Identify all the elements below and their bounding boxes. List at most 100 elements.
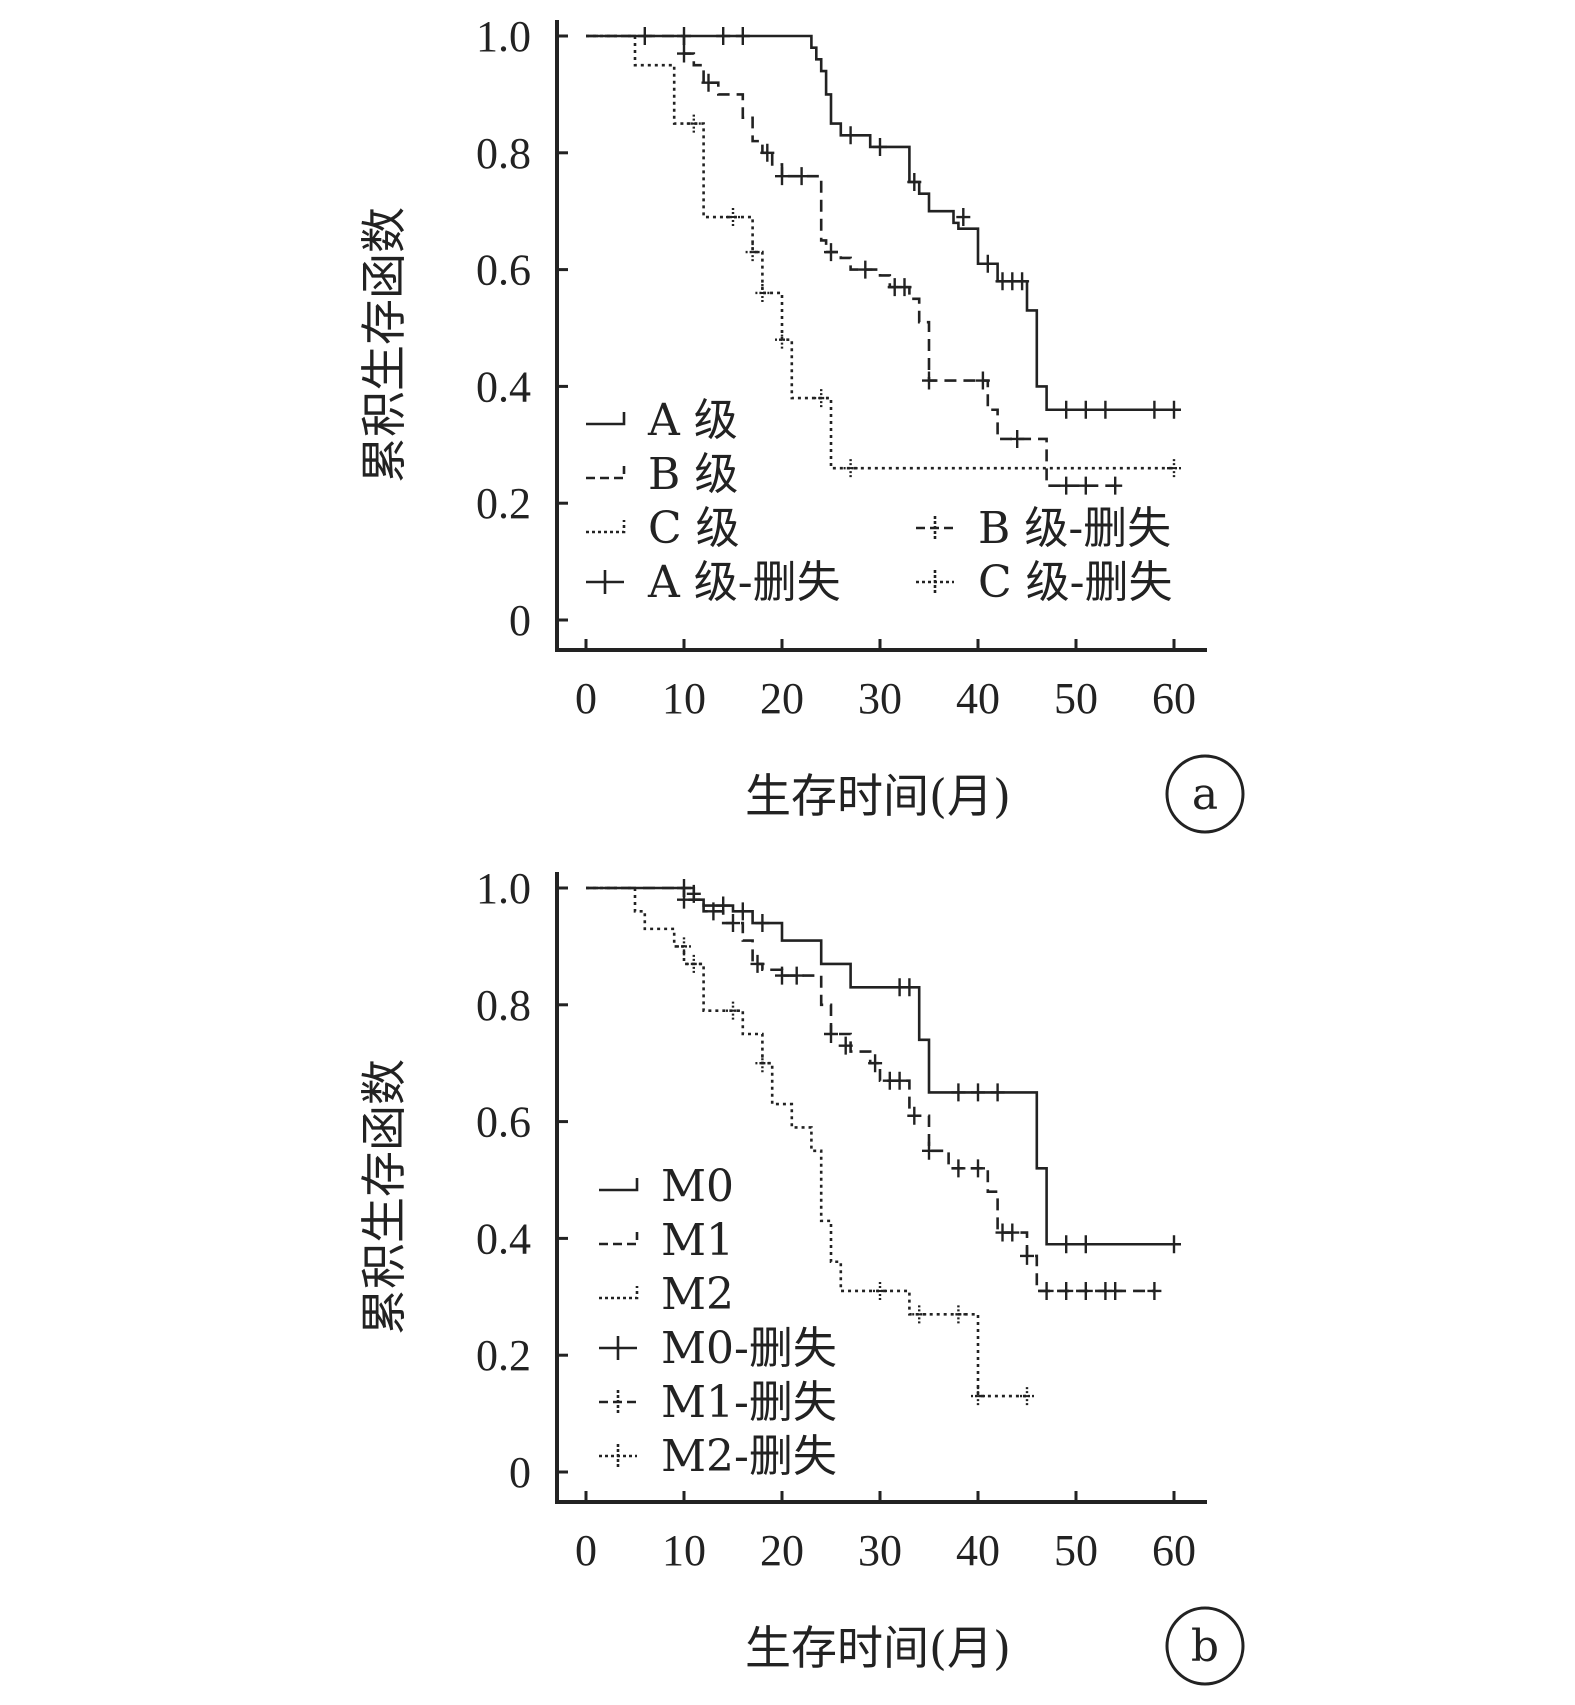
censor-mark-2	[971, 1159, 985, 1178]
censor-mark-2	[706, 902, 721, 921]
legend-symbol	[586, 570, 624, 594]
series-line-2	[586, 34, 1116, 487]
censor-mark-2	[1039, 1281, 1054, 1300]
censor-mark-2	[922, 1141, 936, 1160]
censor-mark-1	[1167, 1235, 1181, 1254]
censor-mark-3	[912, 1305, 927, 1324]
censor-mark-2	[1108, 1281, 1123, 1300]
y-axis-title: 累积生存函数	[357, 1059, 411, 1335]
censor-mark-3	[726, 208, 740, 227]
x-tick-label: 50	[1054, 674, 1098, 723]
survival-chart-b: 0 0.2 0.4 0.6 0.8 1.0 0 10 20 30 40 50 60 M0 M1 M2 M0-删失…	[0, 852, 1575, 1704]
censor-mark-1	[1098, 400, 1113, 419]
legend-label: M2	[661, 1269, 734, 1320]
censor-mark-2	[868, 1054, 883, 1073]
y-tick-label: 0.6	[476, 246, 531, 295]
censor-mark-1	[1167, 400, 1181, 419]
censor-mark-1	[755, 914, 770, 933]
censor-mark-3	[726, 1001, 740, 1020]
censor-mark-2	[824, 243, 838, 262]
x-tick-label: 40	[956, 674, 1000, 723]
y-tick-label: 0.2	[476, 479, 531, 528]
x-axis-title: 生存时间(月)	[745, 769, 1011, 823]
y-tick-label: 0.4	[476, 362, 531, 411]
y-tick-label: 0.2	[476, 1331, 531, 1380]
legend-symbol	[586, 466, 626, 480]
censor-mark-2	[1020, 1246, 1034, 1265]
panel-label-badge: a	[1165, 754, 1245, 834]
censor-mark-3	[686, 114, 701, 133]
y-tick-label: 0	[509, 1448, 531, 1497]
censor-mark-2	[701, 73, 716, 92]
censor-mark-1	[1078, 1235, 1093, 1254]
x-tick-label: 30	[858, 674, 902, 723]
censor-mark-3	[745, 243, 760, 262]
censor-mark-2	[775, 966, 789, 985]
y-tick-label: 0.8	[476, 981, 531, 1030]
censor-mark-2	[677, 890, 691, 909]
censor-mark-2	[838, 1036, 853, 1055]
censor-mark-2	[1147, 1281, 1162, 1300]
legend-label: A 级	[647, 395, 738, 446]
censor-mark-2	[1078, 1281, 1093, 1300]
legend-label: C 级-删失	[978, 557, 1173, 608]
censor-mark-3	[1020, 1387, 1034, 1406]
legend-symbol	[599, 1444, 637, 1468]
y-tick-label: 1.0	[476, 864, 531, 913]
censor-mark-3	[843, 459, 858, 478]
censor-mark-2	[677, 44, 691, 63]
censor-mark-1	[735, 27, 750, 45]
censor-mark-2	[1078, 476, 1093, 495]
x-tick-label: 40	[956, 1526, 1000, 1575]
censor-mark-1	[1147, 400, 1162, 419]
legend-symbol	[599, 1336, 637, 1360]
x-tick-label: 60	[1152, 674, 1196, 723]
censor-mark-3	[951, 1305, 966, 1324]
censor-mark-1	[716, 27, 731, 45]
panel-label: b	[1191, 1621, 1219, 1672]
legend-label: A 级-删失	[647, 557, 841, 608]
censor-mark-2	[1059, 476, 1074, 495]
y-tick-label: 0.8	[476, 129, 531, 178]
x-tick-label: 20	[760, 674, 804, 723]
censor-mark-2	[760, 143, 775, 162]
censor-mark-3	[677, 937, 691, 956]
y-tick-label: 1.0	[476, 12, 531, 61]
censor-mark-2	[907, 1106, 922, 1125]
panel-label-badge: b	[1165, 1606, 1245, 1686]
series-line-3	[586, 886, 1027, 1398]
censor-mark-3	[971, 1387, 985, 1406]
censor-mark-3	[1167, 459, 1181, 478]
censor-mark-1	[990, 1083, 1005, 1102]
censor-mark-3	[755, 283, 770, 302]
x-axis-title: 生存时间(月)	[745, 1621, 1011, 1675]
legend-label: M2-删失	[661, 1431, 837, 1482]
censor-mark-2	[637, 27, 652, 45]
legend-symbol	[586, 520, 626, 534]
censor-mark-2	[824, 1025, 838, 1043]
chart-b-svg: 0 0.2 0.4 0.6 0.8 1.0 0 10 20 30 40 50 60 M0M1M2M0-删失…	[357, 864, 1245, 1686]
y-tick-label: 0	[509, 596, 531, 645]
x-tick-label: 60	[1152, 1526, 1196, 1575]
y-tick-label: 0.6	[476, 1098, 531, 1147]
series-line-3	[586, 34, 1174, 470]
censor-mark-1	[1015, 272, 1030, 291]
legend-symbol	[916, 516, 954, 540]
y-tick-label: 0.4	[476, 1214, 531, 1263]
x-tick-label: 10	[662, 674, 706, 723]
censor-mark-2	[858, 260, 873, 279]
censor-mark-2	[726, 914, 740, 933]
legend-symbol	[599, 1178, 639, 1192]
censor-mark-1	[980, 254, 995, 273]
censor-mark-2	[775, 167, 789, 186]
legend-label: M1	[661, 1215, 734, 1266]
x-tick-label: 10	[662, 1526, 706, 1575]
series-line-1	[586, 34, 1174, 412]
censor-mark-2	[975, 371, 990, 390]
x-tick-label: 0	[575, 1526, 597, 1575]
x-tick-label: 50	[1054, 1526, 1098, 1575]
legend-label: B 级-删失	[978, 503, 1171, 554]
censor-mark-3	[686, 954, 701, 973]
censor-mark-2	[750, 954, 765, 973]
censor-mark-2	[1005, 1223, 1020, 1242]
